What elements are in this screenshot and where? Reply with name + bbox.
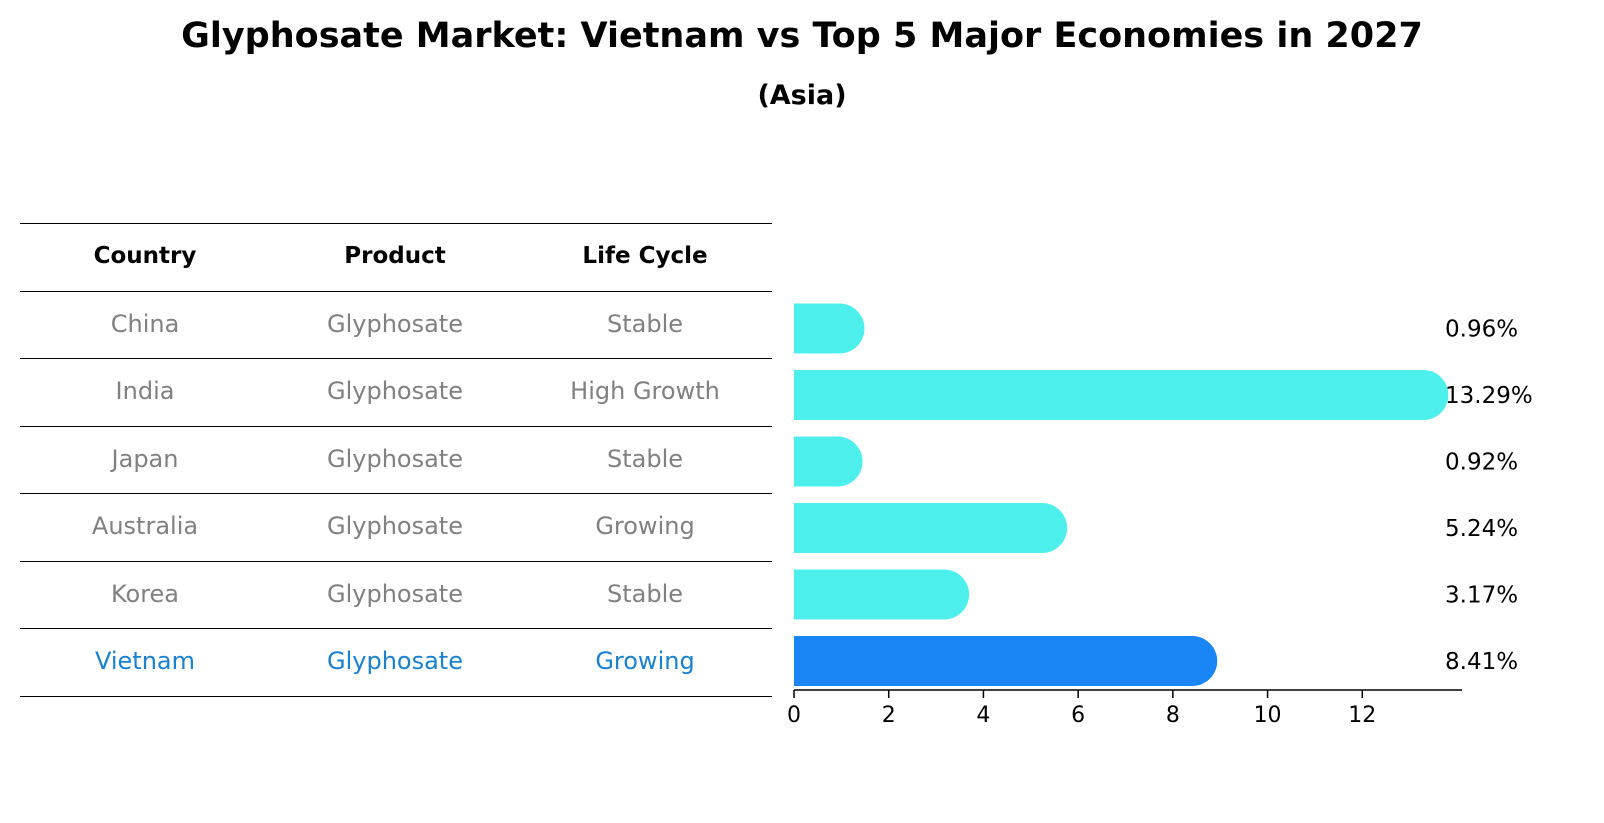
bar-india bbox=[794, 370, 1449, 420]
cell-product: Glyphosate bbox=[327, 512, 463, 540]
cell-product: Glyphosate bbox=[327, 444, 463, 473]
cell-life-cycle: Stable bbox=[606, 309, 684, 338]
table-row: Australia Glyphosate Growing bbox=[20, 493, 772, 561]
x-tick-label: 6 bbox=[1071, 703, 1085, 728]
bar-korea bbox=[794, 569, 970, 620]
x-tick-label: 10 bbox=[1254, 703, 1282, 728]
cell-country: China bbox=[110, 309, 180, 338]
x-tick-label: 12 bbox=[1348, 703, 1376, 728]
cell-country: Vietnam bbox=[94, 647, 196, 675]
x-tick-label: 2 bbox=[882, 703, 896, 728]
header-country: Country bbox=[93, 243, 197, 269]
cell-life-cycle: Growing bbox=[595, 647, 695, 675]
bar-china bbox=[794, 303, 865, 354]
value-label: 3.17% bbox=[1445, 583, 1518, 609]
cell-life-cycle: Stable bbox=[606, 444, 684, 473]
chart-title: Glyphosate Market: Vietnam vs Top 5 Majo… bbox=[181, 16, 1423, 56]
bar-vietnam bbox=[794, 636, 1218, 686]
x-tick-label: 0 bbox=[787, 703, 801, 728]
header-product: Product bbox=[344, 243, 446, 269]
bar-australia bbox=[794, 503, 1068, 553]
value-label: 5.24% bbox=[1445, 516, 1518, 542]
bar-japan bbox=[794, 436, 863, 487]
cell-country: Korea bbox=[110, 579, 180, 608]
table-row: Japan Glyphosate Stable bbox=[20, 425, 772, 494]
value-label: 0.92% bbox=[1445, 450, 1518, 476]
cell-life-cycle: Stable bbox=[606, 579, 684, 608]
cell-country: Japan bbox=[111, 444, 179, 473]
x-tick-label: 4 bbox=[976, 703, 990, 728]
value-label: 8.41% bbox=[1445, 649, 1518, 675]
cell-product: Glyphosate bbox=[327, 647, 463, 675]
table-row-highlight: Vietnam Glyphosate Growing bbox=[20, 628, 772, 697]
table-row: India Glyphosate High Growth bbox=[20, 358, 772, 426]
value-label: 0.96% bbox=[1445, 317, 1518, 343]
data-table: Country Product Life Cycle China Glyphos… bbox=[20, 223, 772, 697]
cell-product: Glyphosate bbox=[327, 309, 463, 338]
bar-chart: 0.96% 13.29% 0.92% 5.24% 3.17% 8.41% 0 2 4 6 8 10 12 bbox=[787, 303, 1533, 728]
cell-product: Glyphosate bbox=[327, 579, 463, 608]
chart-subtitle: (Asia) bbox=[757, 80, 847, 111]
table-header-row: Country Product Life Cycle bbox=[20, 223, 772, 291]
table-row: China Glyphosate Stable bbox=[20, 290, 772, 359]
cell-country: India bbox=[115, 377, 175, 405]
table-row: Korea Glyphosate Stable bbox=[20, 560, 772, 629]
x-tick-label: 8 bbox=[1166, 703, 1180, 728]
cell-life-cycle: Growing bbox=[595, 512, 695, 540]
cell-product: Glyphosate bbox=[327, 377, 463, 405]
cell-country: Australia bbox=[91, 512, 199, 540]
header-life-cycle: Life Cycle bbox=[582, 243, 708, 269]
cell-life-cycle: High Growth bbox=[570, 377, 720, 405]
value-label: 13.29% bbox=[1445, 383, 1533, 409]
